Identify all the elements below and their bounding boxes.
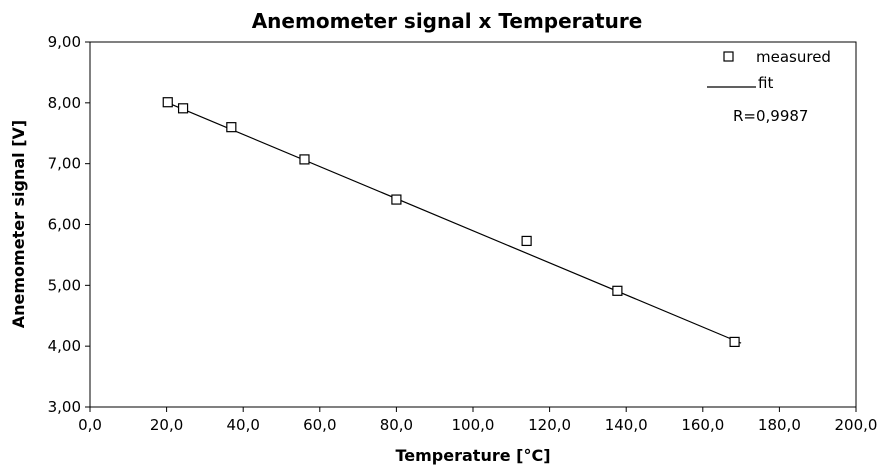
data-point bbox=[391, 194, 402, 205]
x-tick-label: 20,0 bbox=[150, 416, 183, 434]
x-tick-label: 120,0 bbox=[528, 416, 571, 434]
y-axis-label: Anemometer signal [V] bbox=[9, 120, 28, 328]
data-point bbox=[299, 154, 310, 165]
x-tick-label: 180,0 bbox=[758, 416, 801, 434]
y-tick-label: 4,00 bbox=[48, 337, 81, 355]
x-tick-label: 200,0 bbox=[835, 416, 878, 434]
points-layer bbox=[162, 97, 740, 348]
x-tick-label: 140,0 bbox=[605, 416, 648, 434]
x-tick-label: 40,0 bbox=[226, 416, 259, 434]
data-point bbox=[177, 103, 189, 114]
y-tick-label: 7,00 bbox=[48, 155, 81, 173]
x-tick-label: 0,0 bbox=[78, 416, 102, 434]
legend-label-fit: fit bbox=[758, 74, 773, 92]
fit-line bbox=[167, 102, 742, 344]
x-tick-label: 80,0 bbox=[380, 416, 413, 434]
y-tick-label: 8,00 bbox=[48, 94, 81, 112]
data-point bbox=[521, 235, 532, 247]
data-point bbox=[162, 97, 173, 108]
data-point bbox=[612, 285, 623, 296]
ticks: 0,0 20,0 40,0 60,0 80,0 100,0 120,0 140,0 160,0 1… bbox=[48, 33, 878, 434]
legend-label-measured: measured bbox=[756, 48, 831, 66]
legend: measured fit bbox=[707, 48, 831, 92]
x-tick-label: 60,0 bbox=[303, 416, 336, 434]
data-point bbox=[729, 336, 740, 348]
x-tick-label: 160,0 bbox=[681, 416, 724, 434]
r-annotation: R=0,9987 bbox=[733, 107, 808, 125]
x-axis-label: Temperature [°C] bbox=[395, 446, 550, 465]
chart-title: Anemometer signal x Temperature bbox=[252, 9, 643, 33]
y-tick-label: 9,00 bbox=[48, 33, 81, 51]
data-point bbox=[226, 122, 237, 133]
legend-marker-measured bbox=[723, 51, 734, 62]
fit-layer bbox=[167, 102, 742, 344]
x-tick-label: 100,0 bbox=[452, 416, 495, 434]
y-tick-label: 6,00 bbox=[48, 216, 81, 234]
plot-area bbox=[89, 41, 857, 408]
y-tick-label: 5,00 bbox=[48, 276, 81, 294]
y-tick-label: 3,00 bbox=[48, 398, 81, 416]
